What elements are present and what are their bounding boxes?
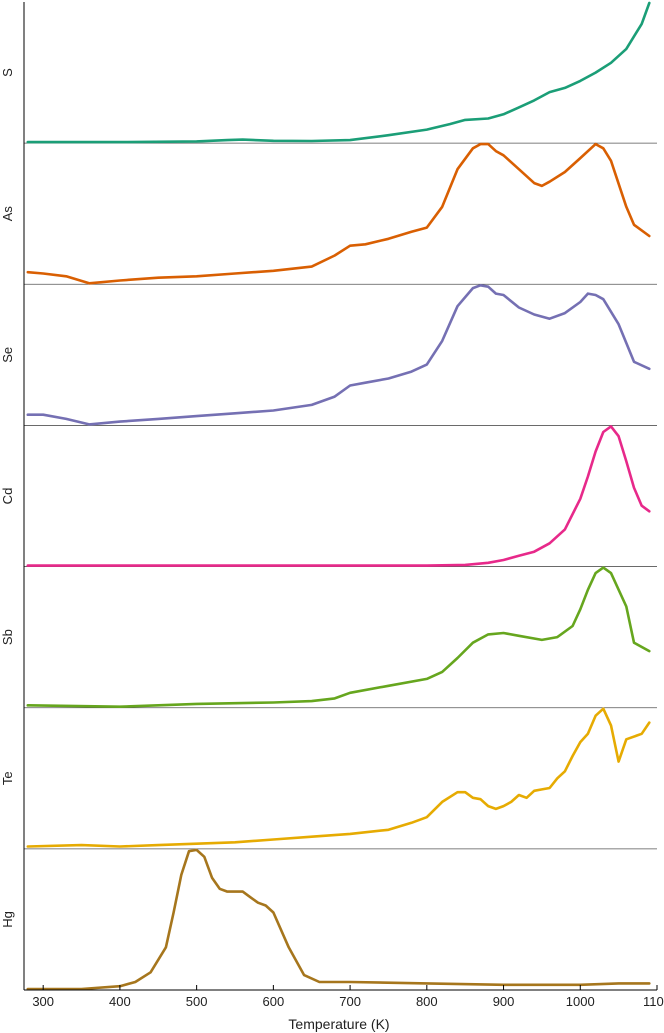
panel-label-te: Te	[0, 771, 15, 785]
x-tick-label: 1100	[643, 994, 664, 1009]
panel-te: Te	[0, 707, 657, 850]
panel-label-cd: Cd	[0, 488, 15, 505]
panel-sb: Sb	[0, 566, 657, 709]
series-line-te	[26, 707, 651, 848]
panel-label-hg: Hg	[0, 911, 15, 928]
x-tick-label: 600	[263, 994, 285, 1009]
panel-label-se: Se	[0, 347, 15, 363]
x-tick-label: 400	[109, 994, 131, 1009]
series-line-se	[26, 284, 651, 426]
panel-label-s: S	[0, 68, 15, 77]
x-axis-title: Temperature (K)	[288, 1016, 389, 1032]
x-tick-label: 800	[416, 994, 438, 1009]
x-tick-label: 300	[32, 994, 54, 1009]
series-line-cd	[26, 425, 651, 567]
panel-cd: Cd	[0, 425, 657, 567]
panel-label-sb: Sb	[0, 629, 15, 645]
panel-hg: Hg	[0, 848, 651, 991]
x-tick-label: 1000	[566, 994, 595, 1009]
series-line-s	[26, 1, 651, 144]
x-tick-label: 900	[493, 994, 515, 1009]
series-line-sb	[26, 566, 651, 708]
panel-label-as: As	[0, 206, 15, 222]
series-line-hg	[26, 848, 651, 991]
panel-as: As	[0, 142, 657, 285]
panel-se: Se	[0, 284, 657, 426]
x-axis: 300 400 500 600 700 800 900 1000 1100	[23, 2, 664, 1009]
panel-s: S	[0, 1, 657, 144]
x-tick-label: 700	[339, 994, 361, 1009]
x-tick-label: 500	[186, 994, 208, 1009]
panels-group: S As Se Cd Sb Te Hg	[0, 1, 657, 991]
series-line-as	[26, 142, 651, 285]
